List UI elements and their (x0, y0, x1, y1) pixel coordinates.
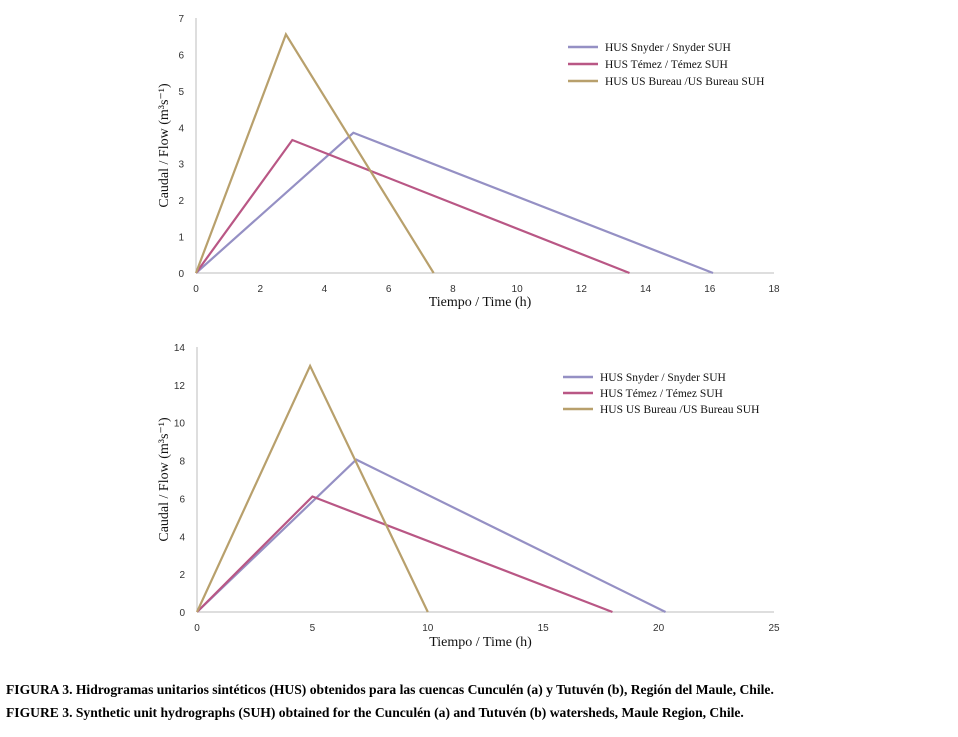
x-tick-label: 0 (194, 623, 200, 634)
legend-label: HUS Snyder / Snyder SUH (600, 372, 726, 384)
y-tick-label: 5 (178, 87, 184, 98)
y-tick-label: 10 (174, 419, 186, 430)
chart-legend: HUS Snyder / Snyder SUH HUS Témez / Témez… (563, 372, 759, 416)
series-line-1 (195, 131, 714, 275)
y-axis-label: Caudal / Flow (m³s⁻¹) (157, 83, 172, 208)
x-tick-label: 0 (193, 284, 199, 295)
chart-panel-b: 0 2 4 6 8 10 12 14 0 5 10 15 20 25 Tiempo / Time (h) Ca… (157, 343, 780, 650)
x-tick-label: 8 (450, 284, 456, 295)
y-tick-label: 6 (178, 50, 184, 61)
caption-english: FIGURE 3. Synthetic unit hydrographs (SU… (6, 705, 744, 720)
chart-legend: HUS Snyder / Snyder SUH HUS Témez / Témez… (568, 42, 764, 88)
y-tick-label: 7 (178, 14, 184, 25)
y-tick-label: 2 (179, 570, 185, 581)
series-line-3 (196, 363, 429, 613)
x-tick-label: 16 (704, 284, 716, 295)
y-tick-label: 2 (178, 196, 184, 207)
x-tick-label: 25 (768, 623, 780, 634)
y-tick-label: 14 (174, 343, 186, 354)
series-line-2 (196, 495, 613, 614)
caption-spanish: FIGURA 3. Hidrogramas unitarios sintétic… (6, 682, 774, 697)
x-axis-label: Tiempo / Time (h) (429, 295, 532, 310)
y-tick-label: 1 (178, 233, 184, 244)
y-tick-label: 0 (179, 608, 185, 619)
x-tick-label: 10 (512, 284, 524, 295)
series-line-2 (195, 138, 630, 275)
x-tick-label: 20 (653, 623, 665, 634)
legend-label: HUS Snyder / Snyder SUH (605, 42, 731, 54)
legend-label: HUS Témez / Témez SUH (605, 59, 728, 71)
x-tick-label: 12 (576, 284, 588, 295)
x-tick-label: 15 (538, 623, 550, 634)
legend-label: HUS Témez / Témez SUH (600, 388, 723, 400)
y-tick-label: 12 (174, 381, 186, 392)
x-axis-label: Tiempo / Time (h) (429, 635, 532, 650)
legend-label: HUS US Bureau /US Bureau SUH (600, 404, 759, 416)
series-line-1 (196, 458, 667, 613)
y-tick-label: 4 (179, 532, 185, 543)
x-tick-label: 14 (640, 284, 652, 295)
y-tick-label: 4 (178, 123, 184, 134)
x-tick-label: 2 (257, 284, 263, 295)
x-tick-label: 10 (422, 623, 434, 634)
y-tick-label: 8 (179, 457, 185, 468)
y-tick-label: 3 (178, 160, 184, 171)
x-tick-label: 6 (386, 284, 392, 295)
y-axis-label: Caudal / Flow (m³s⁻¹) (157, 417, 172, 542)
x-tick-label: 18 (768, 284, 780, 295)
y-tick-label: 6 (179, 494, 185, 505)
x-tick-label: 4 (322, 284, 328, 295)
series-line-3 (194, 31, 435, 274)
y-tick-label: 0 (178, 269, 184, 280)
legend-label: HUS US Bureau /US Bureau SUH (605, 76, 764, 88)
x-tick-label: 5 (310, 623, 316, 634)
